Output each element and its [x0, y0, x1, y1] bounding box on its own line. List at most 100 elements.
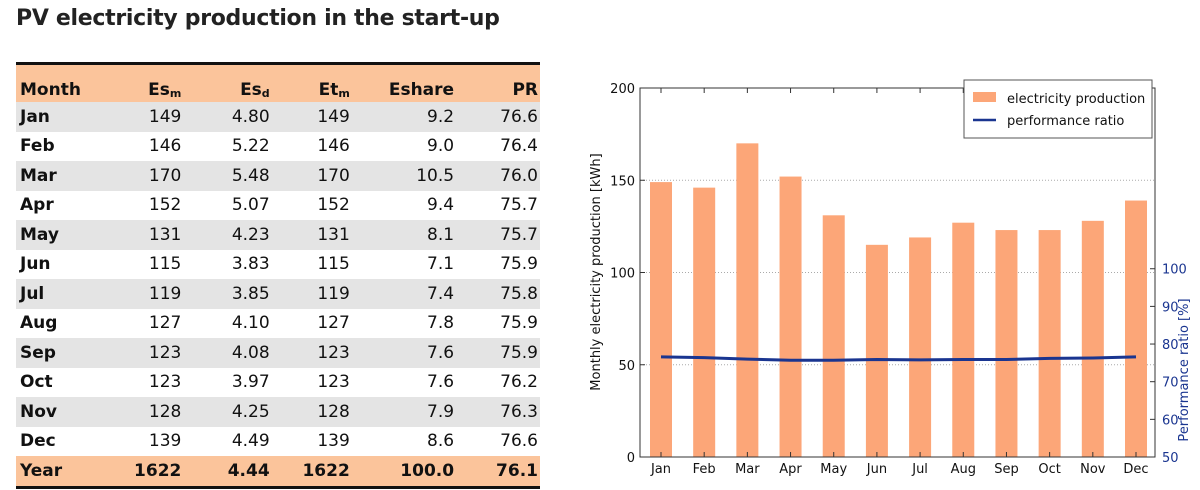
performance-ratio-line — [660, 355, 1137, 362]
table-cell: 123 — [148, 372, 182, 393]
column-header-subscript: m — [169, 87, 182, 100]
y-right-tick-label: 70 — [1162, 376, 1179, 391]
table-header-row: Month Esm Esd Etm Eshare PR — [16, 63, 540, 102]
y-tick-label: 200 — [610, 82, 635, 97]
table-row: Oct 123 3.97 123 7.6 76.2 — [16, 368, 540, 398]
column-header: Month — [16, 63, 118, 102]
column-header-text: PR — [512, 80, 538, 100]
bar-mar — [736, 143, 759, 457]
column-header: Eshare — [351, 63, 457, 102]
bar-aug — [952, 222, 975, 457]
table-cell: 8.6 — [427, 431, 455, 452]
x-tick-label: Sep — [994, 462, 1019, 477]
total-cell: 76.1 — [456, 456, 540, 487]
y-right-tick-label: 100 — [1162, 263, 1187, 278]
column-header-text: Et — [318, 80, 339, 100]
table-cell: Mar — [16, 161, 118, 191]
y-right-tick-label: 90 — [1162, 300, 1179, 315]
table-cell: 3.83 — [231, 254, 270, 275]
x-tick-label: Oct — [1038, 462, 1060, 477]
table-cell: Feb — [20, 136, 55, 157]
y-axis-label: Monthly electricity production [kWh] — [589, 153, 604, 390]
table-cell: 4.23 — [183, 220, 272, 250]
table-cell: 76.6 — [456, 102, 540, 132]
table-cell: 128 — [117, 397, 184, 427]
table-row: Aug 127 4.10 127 7.8 75.9 — [16, 309, 540, 339]
table-cell: Jan — [16, 102, 118, 132]
legend-swatch-bar — [973, 92, 996, 102]
table-cell: 4.49 — [231, 431, 270, 452]
legend-label-bar: electricity production — [1007, 92, 1145, 107]
table-cell: 123 — [117, 338, 184, 368]
table-cell: 5.07 — [231, 195, 270, 216]
table-cell: 139 — [148, 431, 182, 452]
table-cell: 115 — [317, 254, 350, 275]
table-cell: 3.97 — [231, 372, 270, 393]
table-row: Jan 149 4.80 149 9.2 76.6 — [16, 102, 540, 132]
column-header: PR — [456, 63, 540, 102]
bar-apr — [779, 176, 802, 457]
production-chart: Monthly electricity production [kWh] Per… — [589, 79, 1192, 477]
y-tick-label: 100 — [610, 267, 635, 282]
legend-label-line: performance ratio — [1007, 114, 1124, 129]
table-cell: 170 — [271, 161, 352, 191]
table-cell: 76.4 — [500, 136, 538, 157]
plot-frame — [639, 87, 1156, 458]
column-header-text: Es — [148, 80, 170, 100]
table-cell: 7.9 — [351, 397, 457, 427]
table-cell: 75.9 — [500, 254, 538, 275]
table-cell: 5.48 — [183, 161, 272, 191]
table-row: Jun 115 3.83 115 7.1 75.9 — [16, 250, 540, 280]
table-row: Sep 123 4.08 123 7.6 75.9 — [16, 338, 540, 368]
y-right-tick-label: 60 — [1162, 413, 1179, 428]
table-cell: Jul — [16, 279, 118, 309]
table-cell: 149 — [271, 102, 352, 132]
table-cell: 75.7 — [456, 220, 540, 250]
table-row: Nov 128 4.25 128 7.9 76.3 — [16, 397, 540, 427]
table-cell: 75.9 — [500, 313, 538, 334]
table-cell: 75.9 — [456, 338, 540, 368]
table-cell: Aug — [20, 313, 58, 334]
table-cell: 75.8 — [456, 279, 540, 309]
table-cell: Oct — [20, 372, 53, 393]
table-cell: 119 — [117, 279, 184, 309]
bar-dec — [1125, 200, 1147, 458]
total-cell: 1622 — [271, 456, 352, 487]
table-cell: 7.4 — [351, 279, 457, 309]
table-row: Feb 146 5.22 146 9.0 76.4 — [16, 132, 540, 162]
bar-oct — [1038, 230, 1061, 457]
table-cell: 5.22 — [231, 136, 270, 157]
table-cell: 4.25 — [183, 397, 272, 427]
column-header-text: Month — [20, 80, 81, 100]
table-cell: 119 — [271, 279, 352, 309]
table-cell: 76.6 — [500, 431, 538, 452]
x-tick-label: Jan — [650, 462, 671, 477]
table-total-row: Year 1622 4.44 1622 100.0 76.1 — [16, 456, 540, 487]
column-header: Etm — [271, 63, 352, 102]
legend: electricity production performance ratio — [963, 79, 1153, 139]
x-tick-label: Nov — [1080, 462, 1106, 477]
x-tick-label: Dec — [1123, 462, 1148, 477]
table-cell: 146 — [317, 136, 350, 157]
table-cell: Dec — [20, 431, 56, 452]
table-cell: 9.2 — [351, 102, 457, 132]
table-cell: 149 — [117, 102, 184, 132]
table-cell: 123 — [317, 372, 350, 393]
y-tick-label: 150 — [610, 174, 635, 189]
table-cell: 127 — [317, 313, 350, 334]
x-tick-label: Jul — [911, 462, 928, 477]
table-cell: 9.0 — [427, 136, 455, 157]
x-tick-label: Feb — [693, 462, 716, 477]
table-row: Apr 152 5.07 152 9.4 75.7 — [16, 191, 540, 221]
table-row: Jul 119 3.85 119 7.4 75.8 — [16, 279, 540, 309]
table-cell: 8.1 — [351, 220, 457, 250]
table-cell: Jun — [20, 254, 51, 275]
table-cell: Nov — [16, 397, 118, 427]
pv-production-table: Month Esm Esd Etm Eshare PR Jan 149 4.80 149 9.2 7… — [16, 62, 540, 489]
x-tick-label: May — [820, 462, 847, 477]
bar-jul — [909, 237, 932, 457]
table-cell: 170 — [117, 161, 184, 191]
y-tick-label: 50 — [618, 359, 635, 374]
table-cell: 9.4 — [427, 195, 455, 216]
y-right-tick-label: 80 — [1162, 338, 1179, 353]
